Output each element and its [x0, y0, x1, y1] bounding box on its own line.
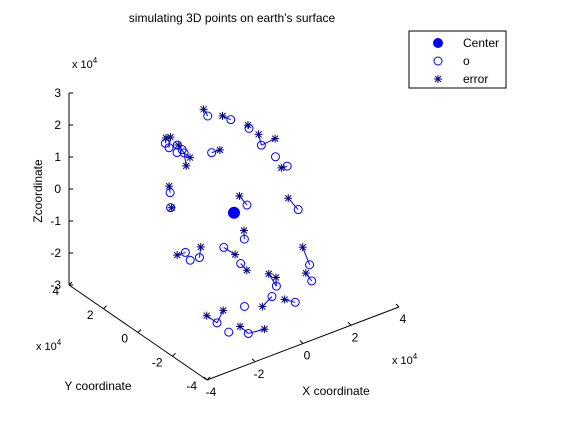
point-error: [240, 227, 248, 235]
point-o: [241, 302, 249, 310]
point-error: [231, 251, 239, 259]
legend-marker-center: [433, 38, 443, 48]
y-axis-label: Y coordinate: [64, 379, 131, 393]
point-error: [260, 325, 268, 333]
x-tick-mark: [348, 322, 351, 325]
data-markers: [161, 105, 315, 337]
point-error: [165, 182, 173, 190]
point-o: [181, 248, 189, 256]
point-error: [182, 162, 190, 170]
point-error: [277, 164, 285, 172]
point-error: [302, 269, 310, 277]
y-tick-label: 2: [87, 308, 94, 322]
legend-label-error: error: [463, 72, 488, 86]
y-tick-label: 4: [52, 284, 59, 298]
z-tick-label: 2: [54, 118, 61, 132]
y-tick-mark: [104, 306, 107, 309]
legend-label-center: Center: [463, 36, 499, 50]
point-error: [203, 312, 211, 320]
point-error: [173, 251, 181, 259]
point-error: [272, 274, 280, 282]
legend-label-o: o: [463, 54, 470, 68]
point-error: [219, 306, 227, 314]
x-axis-multiplier: x 104: [392, 352, 418, 367]
y-tick-label: -2: [152, 355, 163, 369]
x-tick-label: 2: [352, 330, 359, 344]
y-tick-mark: [173, 353, 176, 356]
chart-title: simulating 3D points on earth's surface: [129, 11, 336, 25]
point-error: [236, 322, 244, 330]
z-tick-label: -1: [50, 214, 61, 228]
point-error: [299, 243, 307, 251]
point-error: [168, 204, 176, 212]
z-tick-label: -2: [50, 246, 61, 260]
point-error: [243, 266, 251, 274]
z-axis-label: Zcoordinate: [31, 159, 45, 223]
x-tick-mark: [252, 359, 255, 362]
legend: Center o error: [409, 31, 506, 88]
point-error: [235, 192, 243, 200]
point-error: [258, 303, 266, 311]
z-axis-multiplier: x 104: [72, 56, 98, 71]
x-tick-label: -2: [254, 367, 265, 381]
point-error: [244, 121, 252, 129]
y-tick-label: 0: [121, 332, 128, 346]
point-error: [271, 135, 279, 143]
point-error: [216, 146, 224, 154]
y-tick-label: -4: [186, 379, 197, 393]
point-o: [186, 256, 194, 264]
x-tick-label: 0: [304, 349, 311, 363]
point-center: [229, 207, 240, 218]
x-tick-mark: [300, 341, 303, 344]
point-o: [225, 328, 233, 336]
point-error: [200, 105, 208, 113]
point-o: [271, 153, 279, 161]
legend-marker-error: [434, 75, 442, 83]
y-axis-ticks: 4 2 0 -2 -4: [52, 282, 210, 393]
point-error: [166, 133, 174, 141]
point-error: [255, 130, 263, 138]
error-lines: [165, 109, 311, 333]
x-tick-mark: [396, 304, 399, 307]
x-tick-label: -4: [206, 385, 217, 399]
z-tick-label: 3: [54, 86, 61, 100]
point-error: [186, 154, 194, 162]
x-axis-label: X coordinate: [302, 384, 370, 398]
x-tick-label: 4: [400, 312, 407, 326]
point-error: [265, 270, 273, 278]
point-error: [197, 243, 205, 251]
y-axis-multiplier: x 104: [36, 338, 62, 353]
point-error: [174, 141, 182, 149]
point-error: [219, 112, 227, 120]
z-tick-label: 0: [54, 182, 61, 196]
z-tick-label: 1: [54, 150, 61, 164]
point-error: [284, 194, 292, 202]
point-error: [281, 295, 289, 303]
y-tick-mark: [138, 330, 141, 333]
